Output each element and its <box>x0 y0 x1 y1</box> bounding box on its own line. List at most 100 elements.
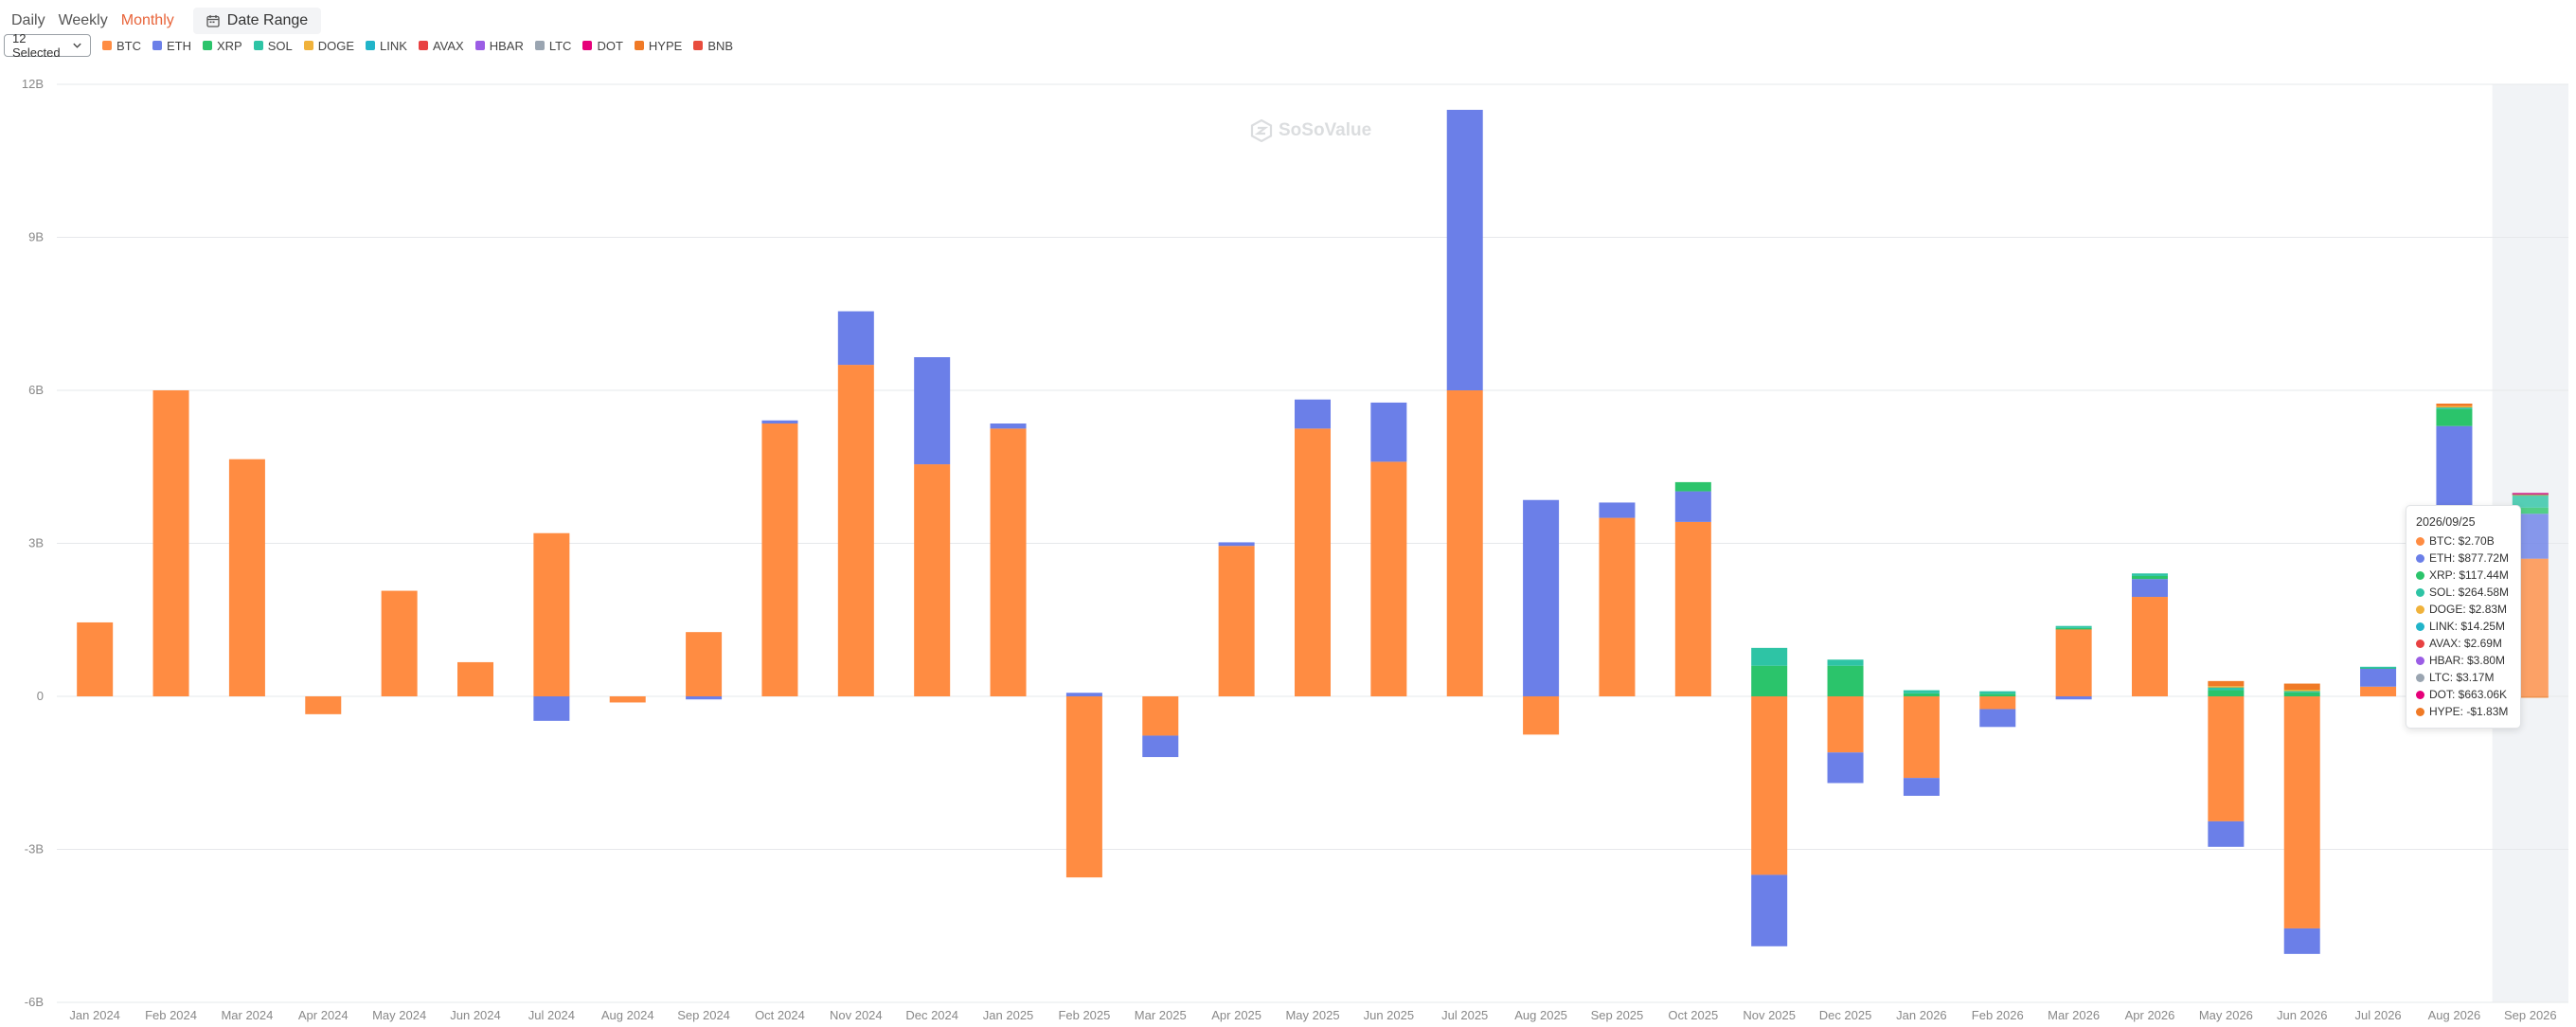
tab-daily[interactable]: Daily <box>11 12 45 28</box>
interval-tabs: Daily Weekly Monthly Date Range <box>11 8 322 34</box>
bar-eth-dec-2025 <box>1827 752 1864 784</box>
chart-tooltip: 2026/09/25 BTC: $2.70B ETH: $877.72M XRP: … <box>2406 505 2521 729</box>
x-tick-label: May 2026 <box>2199 1008 2253 1022</box>
bar-eth-mar-2025 <box>1142 735 1179 758</box>
tooltip-rows: BTC: $2.70B ETH: $877.72M XRP: $117.44M SOL… <box>2416 532 2511 720</box>
x-tick-label: Feb 2024 <box>145 1008 197 1022</box>
legend-swatch <box>203 41 212 50</box>
y-tick-label: 6B <box>28 383 44 397</box>
bar-eth-mar-2026 <box>2055 696 2092 700</box>
x-tick-label: Nov 2025 <box>1743 1008 1796 1022</box>
legend-item-dot[interactable]: DOT <box>582 39 623 53</box>
bar-hype-may-2026 <box>2208 680 2245 687</box>
tooltip-row-label: DOGE: $2.83M <box>2429 603 2508 616</box>
bar-btc-apr-2025 <box>1218 546 1255 696</box>
x-tick-label: Mar 2026 <box>2048 1008 2100 1022</box>
chevron-down-icon <box>73 43 81 48</box>
tooltip-row: LINK: $14.25M <box>2416 618 2511 635</box>
legend-item-sol[interactable]: SOL <box>253 39 293 53</box>
bar-eth-jun-2025 <box>1370 402 1407 462</box>
legend-swatch <box>693 41 704 50</box>
tab-weekly[interactable]: Weekly <box>58 12 108 28</box>
tooltip-dot <box>2416 707 2424 716</box>
tooltip-row: LTC: $3.17M <box>2416 669 2511 686</box>
date-range-button[interactable]: Date Range <box>192 8 322 34</box>
legend-swatch <box>102 41 112 50</box>
tooltip-dot <box>2416 656 2424 665</box>
bar-btc-aug-2024 <box>609 696 646 703</box>
x-tick-label: Jan 2025 <box>983 1008 1034 1022</box>
x-tick-label: Nov 2024 <box>830 1008 883 1022</box>
x-tick-label: Dec 2025 <box>1819 1008 1872 1022</box>
bar-eth-jan-2025 <box>990 423 1027 429</box>
bar-btc-feb-2026 <box>1979 696 2016 710</box>
tab-monthly[interactable]: Monthly <box>120 12 174 28</box>
tooltip-row-label: BTC: $2.70B <box>2429 534 2495 548</box>
legend-label: HYPE <box>648 38 683 53</box>
legend-label: LTC <box>548 38 572 53</box>
bar-eth-oct-2025 <box>1674 491 1711 522</box>
bar-btc-dec-2025 <box>1827 696 1864 753</box>
legend-item-hype[interactable]: HYPE <box>634 38 683 53</box>
y-tick-label: 9B <box>28 230 44 244</box>
bar-sol-nov-2025 <box>1751 647 1788 666</box>
x-tick-label: May 2025 <box>1285 1008 1339 1022</box>
bar-btc-jun-2026 <box>2283 696 2320 928</box>
legend-label: DOGE <box>317 38 355 53</box>
tooltip-row-label: SOL: $264.58M <box>2429 586 2510 599</box>
bar-eth-aug-2025 <box>1523 499 1560 696</box>
tooltip-row: DOT: $663.06K <box>2416 686 2511 703</box>
sosovalue-watermark: SoSoValue <box>1250 119 1371 142</box>
tooltip-dot <box>2416 604 2424 614</box>
tooltip-row-label: HYPE: -$1.83M <box>2429 705 2509 718</box>
bar-eth-may-2026 <box>2208 820 2245 847</box>
legend-swatch <box>152 41 162 50</box>
bar-eth-feb-2026 <box>1979 709 2016 728</box>
bar-btc-apr-2026 <box>2132 597 2168 696</box>
bar-btc-may-2026 <box>2208 696 2245 821</box>
legend-swatch <box>634 41 644 50</box>
tooltip-dot <box>2416 622 2424 631</box>
x-tick-label: Apr 2026 <box>2125 1008 2175 1022</box>
bar-xrp-mar-2026 <box>2055 627 2092 630</box>
bar-eth-may-2025 <box>1295 399 1331 429</box>
bar-eth-jul-2024 <box>533 696 570 721</box>
legend-item-avax[interactable]: AVAX <box>418 39 464 53</box>
legend-item-ltc[interactable]: LTC <box>534 38 572 53</box>
bar-doge-aug-2026 <box>2436 405 2473 408</box>
legend: BTC ETH XRP SOL DOGE LINK AVAX HBAR LTC DOT HYPE BN… <box>102 39 744 53</box>
bar-btc-dec-2024 <box>914 464 951 696</box>
legend-item-hbar[interactable]: HBAR <box>474 39 524 53</box>
asset-select[interactable]: 12 Selected <box>4 31 91 60</box>
tooltip-row: XRP: $117.44M <box>2416 567 2511 584</box>
tooltip-row: HYPE: -$1.83M <box>2416 703 2511 720</box>
bar-sol-aug-2026 <box>2436 406 2473 409</box>
x-tick-label: Feb 2026 <box>1972 1008 2024 1022</box>
bar-btc-jul-2025 <box>1446 390 1483 696</box>
legend-item-btc[interactable]: BTC <box>102 39 141 53</box>
tooltip-dot <box>2416 587 2424 597</box>
bar-btc-mar-2024 <box>228 459 265 696</box>
legend-label: BTC <box>116 38 141 53</box>
legend-item-bnb[interactable]: BNB <box>693 39 733 53</box>
bar-sol-dec-2025 <box>1827 659 1864 666</box>
x-tick-label: Apr 2024 <box>298 1008 349 1022</box>
legend-item-xrp[interactable]: XRP <box>203 39 242 53</box>
bar-btc-aug-2025 <box>1523 696 1560 735</box>
bar-eth-nov-2025 <box>1751 874 1788 946</box>
bar-btc-jul-2026 <box>2360 686 2397 696</box>
bar-sol-sep-2026 <box>2512 494 2549 508</box>
bar-sol-jun-2026 <box>2283 690 2320 693</box>
x-tick-label: Jan 2026 <box>1896 1008 1947 1022</box>
tooltip-row: AVAX: $2.69M <box>2416 635 2511 652</box>
bar-hype-aug-2026 <box>2436 403 2473 406</box>
bar-btc-jul-2024 <box>533 532 570 696</box>
y-tick-label: -3B <box>25 842 44 856</box>
legend-item-eth[interactable]: ETH <box>152 39 191 53</box>
legend-item-doge[interactable]: DOGE <box>303 38 355 53</box>
x-tick-label: Apr 2025 <box>1211 1008 1261 1022</box>
legend-item-link[interactable]: LINK <box>366 39 407 53</box>
bar-btc-mar-2026 <box>2055 628 2092 696</box>
tooltip-dot <box>2416 570 2424 580</box>
bar-btc-oct-2025 <box>1674 521 1711 696</box>
